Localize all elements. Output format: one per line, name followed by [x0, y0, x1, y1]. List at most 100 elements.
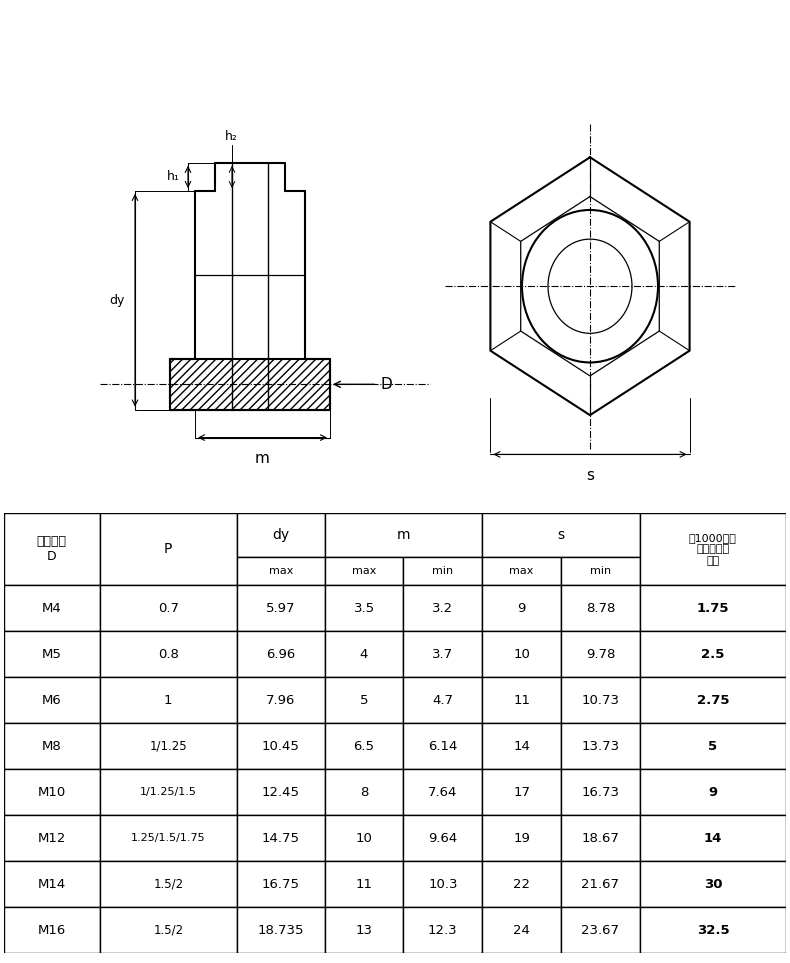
Text: 1.25/1.5/1.75: 1.25/1.5/1.75 — [131, 833, 205, 844]
Bar — [404, 816, 482, 861]
Bar — [237, 816, 325, 861]
Text: h₂: h₂ — [225, 130, 238, 143]
Text: 0.7: 0.7 — [158, 602, 179, 614]
Bar — [561, 723, 640, 769]
Bar — [640, 632, 786, 677]
Bar — [237, 513, 325, 558]
Bar — [561, 769, 640, 816]
Text: min: min — [590, 566, 611, 577]
Text: 商品标准: 商品标准 — [45, 28, 85, 45]
Text: h₁: h₁ — [167, 170, 180, 183]
Text: 22: 22 — [513, 878, 530, 891]
Text: 11: 11 — [356, 878, 373, 891]
Bar — [404, 723, 482, 769]
Bar — [404, 677, 482, 723]
Text: 4: 4 — [360, 648, 368, 661]
Text: 6.5: 6.5 — [354, 740, 374, 753]
Text: 1/1.25/1.5: 1/1.25/1.5 — [140, 788, 197, 797]
Text: 0.8: 0.8 — [158, 648, 179, 661]
Text: max: max — [352, 566, 376, 577]
Text: 10.73: 10.73 — [581, 694, 619, 707]
Bar — [325, 769, 404, 816]
Text: 每1000件钢
制品的质量
公斤: 每1000件钢 制品的质量 公斤 — [689, 533, 737, 566]
Bar — [325, 907, 404, 953]
Text: 产品有公差  以实物为准: 产品有公差 以实物为准 — [339, 19, 581, 54]
Text: 13.73: 13.73 — [581, 740, 619, 753]
Text: 10.45: 10.45 — [261, 740, 299, 753]
Text: 14: 14 — [514, 740, 530, 753]
Bar — [640, 513, 786, 586]
Text: 1: 1 — [164, 694, 172, 707]
Bar — [482, 816, 561, 861]
Bar — [100, 723, 237, 769]
Text: 2.75: 2.75 — [697, 694, 729, 707]
Bar — [561, 861, 640, 907]
Bar — [482, 558, 561, 586]
Bar — [561, 907, 640, 953]
Text: 1.5/2: 1.5/2 — [153, 878, 183, 891]
Text: 10: 10 — [514, 648, 530, 661]
Bar — [482, 677, 561, 723]
Bar — [325, 586, 404, 632]
Text: 6.96: 6.96 — [266, 648, 295, 661]
Text: 30: 30 — [704, 878, 722, 891]
Text: 9.78: 9.78 — [585, 648, 615, 661]
Text: P: P — [164, 542, 172, 557]
Text: 6.14: 6.14 — [428, 740, 457, 753]
Bar — [4, 769, 100, 816]
Bar — [237, 586, 325, 632]
Text: 1/1.25: 1/1.25 — [149, 740, 187, 753]
Text: M6: M6 — [42, 694, 62, 707]
Bar — [4, 861, 100, 907]
Text: 11: 11 — [513, 694, 530, 707]
Text: 10: 10 — [356, 832, 373, 845]
Bar — [640, 723, 786, 769]
Text: 8.78: 8.78 — [585, 602, 615, 614]
Text: 13: 13 — [356, 924, 373, 937]
Text: 5: 5 — [709, 740, 717, 753]
Bar — [561, 677, 640, 723]
Text: M8: M8 — [42, 740, 62, 753]
Bar — [170, 359, 330, 409]
Text: 1.75: 1.75 — [697, 602, 729, 614]
Bar — [100, 907, 237, 953]
Bar — [100, 586, 237, 632]
Bar — [482, 513, 640, 558]
Bar — [404, 558, 482, 586]
Bar — [482, 907, 561, 953]
Text: M5: M5 — [42, 648, 62, 661]
Bar — [482, 586, 561, 632]
Text: 7.96: 7.96 — [266, 694, 295, 707]
Bar — [640, 861, 786, 907]
Bar — [561, 558, 640, 586]
Bar — [640, 586, 786, 632]
Bar — [237, 677, 325, 723]
Bar — [237, 632, 325, 677]
Bar — [100, 632, 237, 677]
Text: 17: 17 — [513, 786, 530, 799]
Bar — [4, 723, 100, 769]
Text: 21.67: 21.67 — [581, 878, 619, 891]
Bar — [100, 861, 237, 907]
Bar — [404, 861, 482, 907]
Bar — [404, 632, 482, 677]
Text: s: s — [586, 468, 594, 482]
Bar — [482, 769, 561, 816]
Bar — [404, 769, 482, 816]
Bar — [640, 769, 786, 816]
Bar — [100, 677, 237, 723]
Text: 9.64: 9.64 — [428, 832, 457, 845]
Text: 12.3: 12.3 — [428, 924, 457, 937]
Text: m: m — [255, 451, 270, 466]
Bar — [640, 677, 786, 723]
Text: 7.64: 7.64 — [428, 786, 457, 799]
Bar — [640, 907, 786, 953]
Text: max: max — [510, 566, 534, 577]
Text: 9: 9 — [709, 786, 717, 799]
Text: 单位： mm: 单位： mm — [680, 545, 731, 558]
Bar — [325, 816, 404, 861]
Bar — [325, 513, 482, 558]
Text: 3.2: 3.2 — [432, 602, 453, 614]
Text: 18.735: 18.735 — [258, 924, 304, 937]
Text: 2.5: 2.5 — [702, 648, 724, 661]
